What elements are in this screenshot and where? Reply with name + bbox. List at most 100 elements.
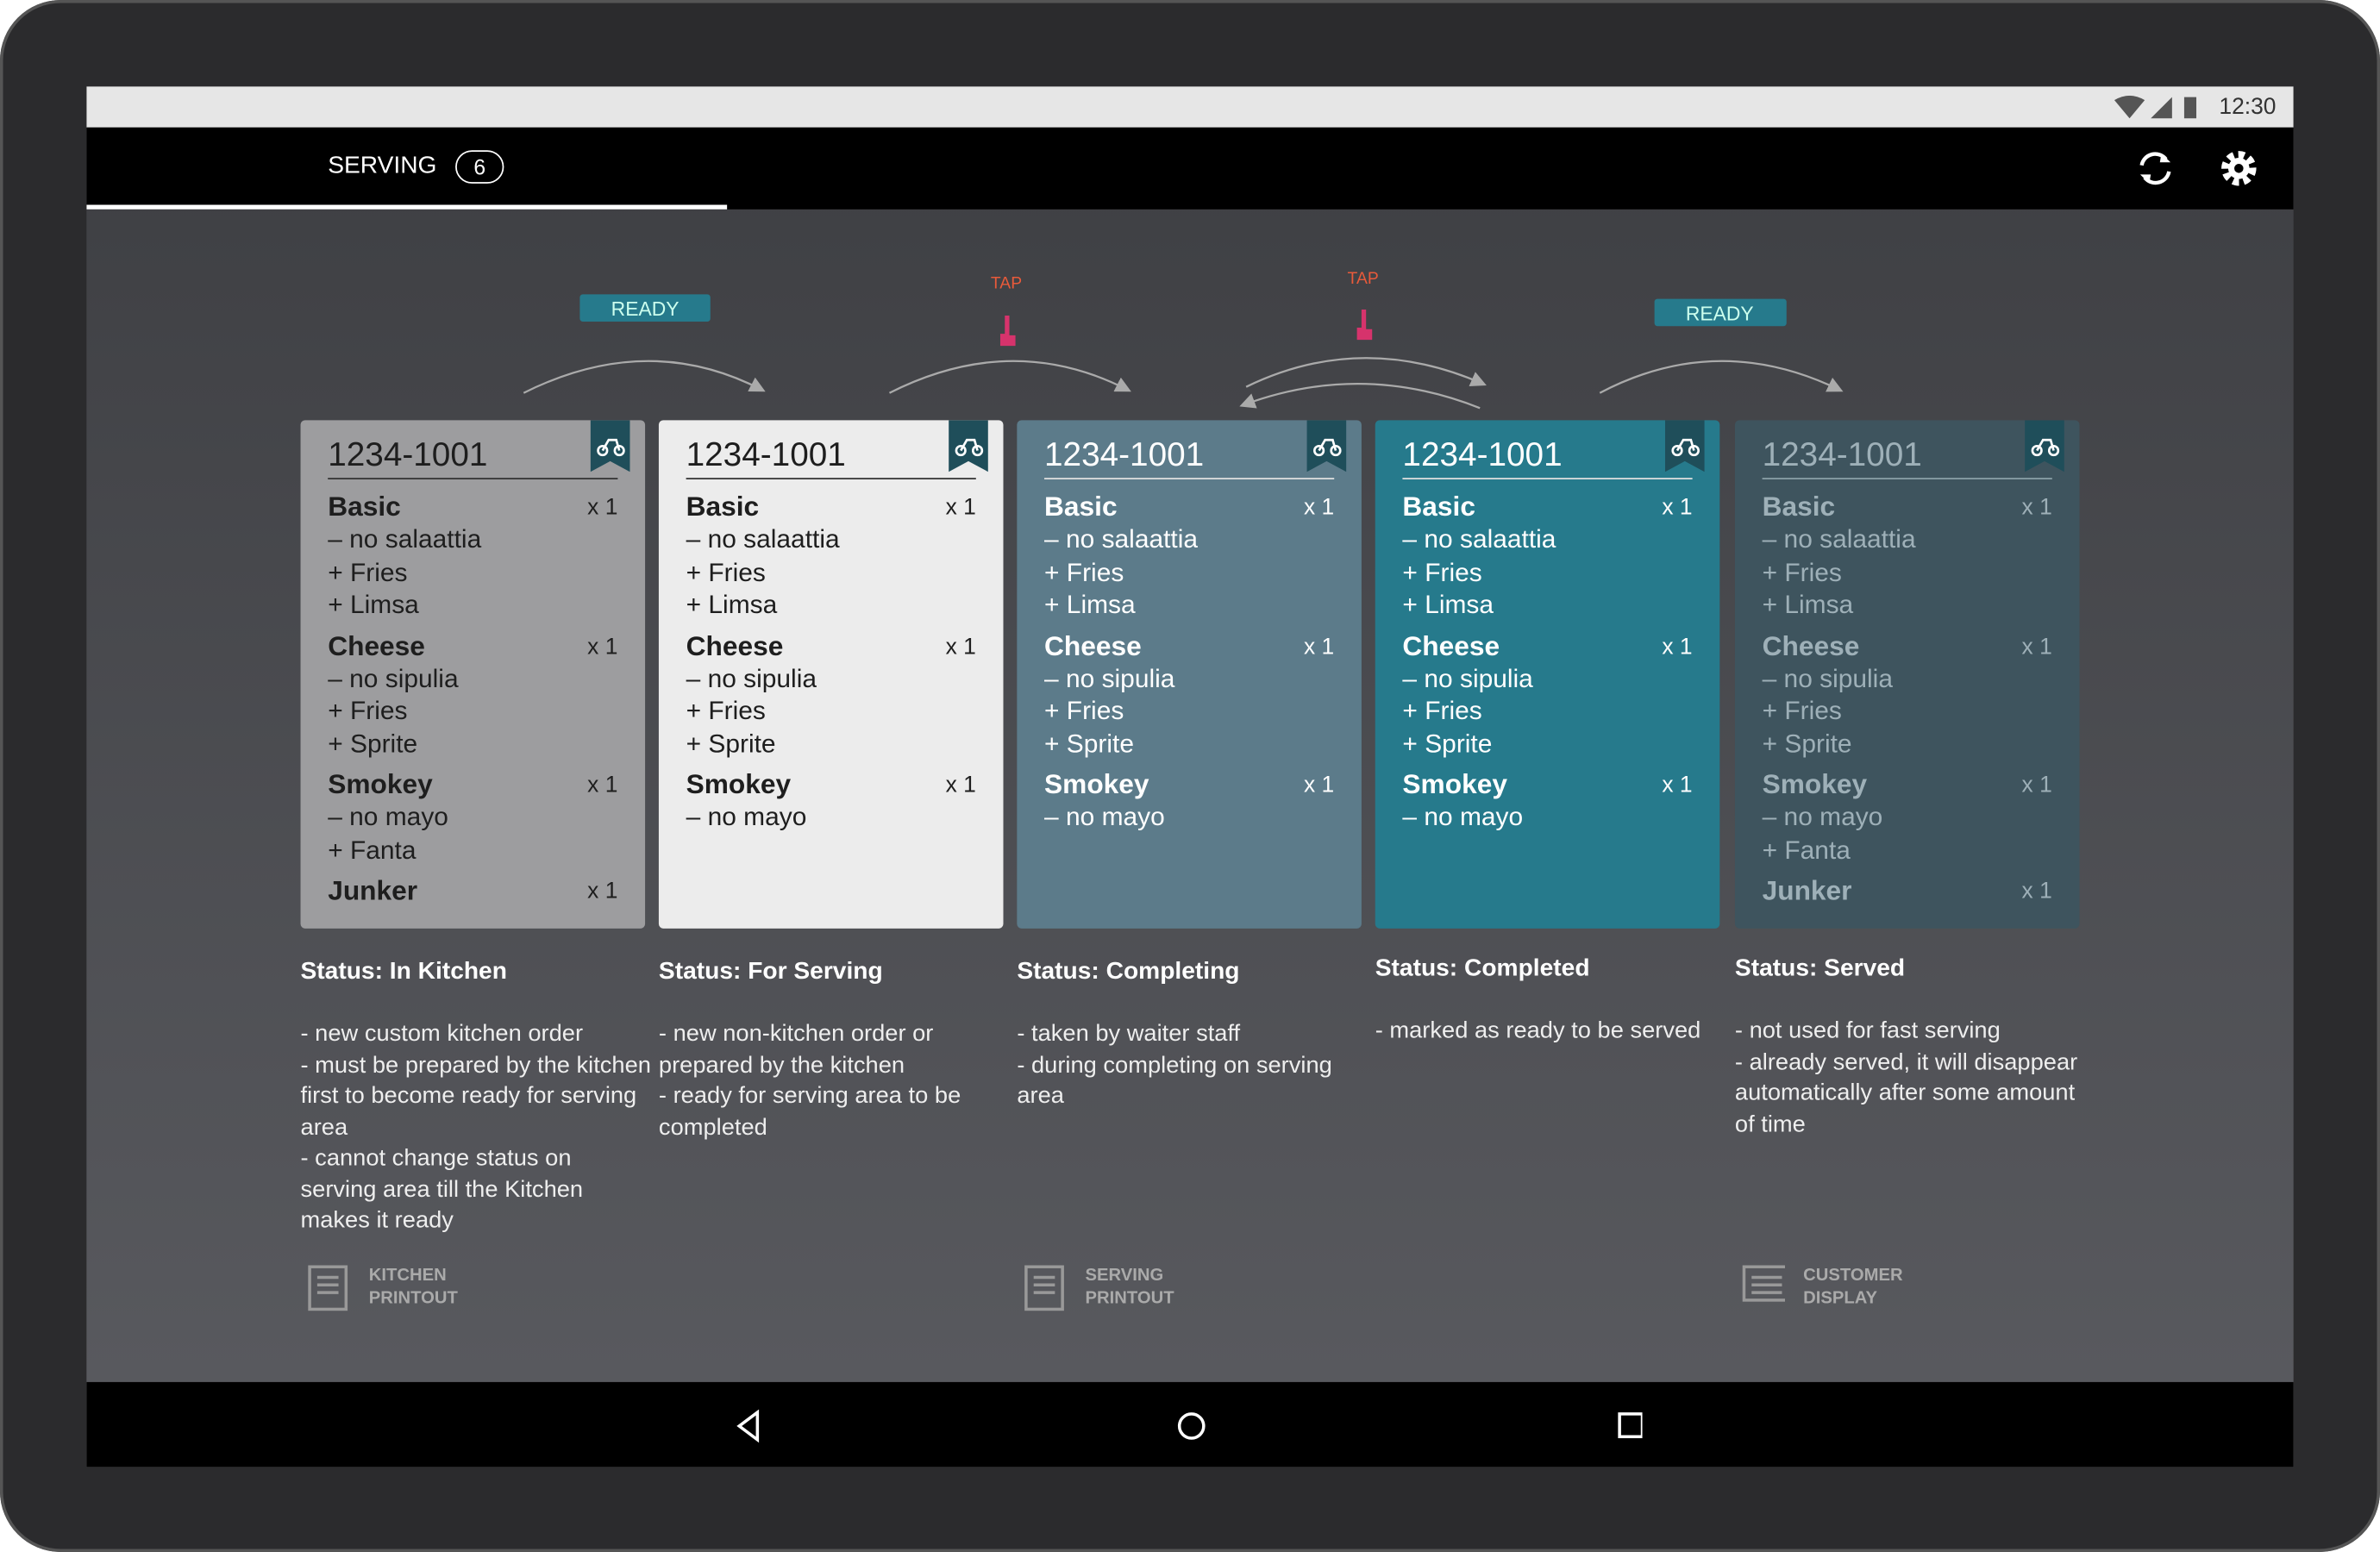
footer-icon: [1022, 1265, 1068, 1313]
item-modifier: + Limsa: [1762, 590, 1854, 619]
delivery-badge: [1306, 420, 1347, 472]
footer-label: KITCHEN PRINTOUT: [369, 1265, 458, 1311]
item-name: Smokey: [1762, 769, 1868, 800]
item-modifier: + Limsa: [686, 590, 778, 619]
status-title: Status: Completed: [1375, 955, 1590, 982]
divider: [1762, 478, 2052, 480]
item-modifier: – no salaattia: [1044, 524, 1199, 554]
item-row: Smokey x 1: [1402, 769, 1692, 801]
item-row: Basic x 1: [328, 491, 617, 523]
item-modifier: + Fries: [328, 696, 408, 726]
order-item: Cheese x 1 – no sipulia + Fries + Sprite: [1402, 630, 1692, 760]
order-items: Basic x 1– no salaattia + Fries + Limsa Chee…: [1763, 491, 2052, 917]
clock: 12:30: [2219, 94, 2277, 121]
order-card[interactable]: 1234-1001 Basic x 1– no salaattia + Fries + …: [1375, 420, 1720, 929]
item-qty: x 1: [945, 494, 976, 521]
description-line: - taken by waiter staff: [1017, 1021, 1241, 1048]
footer-line: SERVING: [1085, 1267, 1164, 1286]
item-modifier: + Limsa: [328, 590, 419, 619]
flow-label: READY: [611, 297, 680, 320]
item-modifier: – no mayo: [1044, 802, 1165, 832]
settings-button[interactable]: [2219, 148, 2258, 188]
divider: [686, 478, 976, 480]
order-id: 1234-1001: [328, 435, 488, 473]
item-modifier: + Limsa: [1402, 590, 1494, 619]
status-description: - taken by waiter staff - during completi…: [1017, 1019, 1368, 1112]
item-modifier: – no mayo: [328, 802, 448, 832]
divider: [328, 478, 618, 480]
item-modifier: – no salaattia: [1762, 524, 1916, 554]
order-items: Basic x 1– no salaattia + Fries + Limsa Chee…: [1044, 491, 1334, 842]
description-line: - marked as ready to be served: [1375, 1017, 1701, 1044]
footer-label: SERVING PRINTOUT: [1086, 1265, 1174, 1311]
item-row: Cheese x 1: [328, 630, 617, 662]
item-name: Smokey: [1044, 769, 1149, 800]
item-modifier: + Sprite: [1402, 729, 1493, 758]
order-item: Basic x 1 – no salaattia + Fries + Limsa: [686, 491, 976, 621]
item-modifier: + Fries: [1044, 557, 1124, 587]
item-qty: x 1: [2021, 494, 2052, 521]
item-modifier: + Fries: [1402, 696, 1482, 726]
item-row: Cheese x 1: [1402, 630, 1692, 662]
flow-label: READY: [1686, 302, 1754, 324]
item-row: Cheese x 1: [686, 630, 976, 662]
order-item: Cheese x 1 – no sipulia + Fries + Sprite: [1044, 630, 1334, 760]
status-description: - new non-kitchen order or prepared by t…: [659, 1019, 1011, 1143]
item-qty: x 1: [945, 633, 976, 660]
item-name: Junker: [328, 875, 418, 906]
status-description: - new custom kitchen order - must be prep…: [301, 1019, 653, 1236]
item-qty: x 1: [2021, 878, 2052, 904]
status-icons: [2114, 95, 2197, 119]
delivery-badge: [2025, 420, 2064, 472]
tab-count: 6: [455, 150, 504, 184]
order-card[interactable]: 1234-1001 Basic x 1– no salaattia + Fries + …: [300, 420, 646, 929]
order-id: 1234-1001: [1402, 435, 1563, 473]
footer-line: DISPLAY: [1803, 1289, 1878, 1308]
item-row: Smokey x 1: [328, 769, 617, 801]
item-row: Smokey x 1: [1763, 769, 2052, 801]
delivery-badge: [590, 420, 630, 472]
tab-serving[interactable]: SERVING: [328, 153, 437, 179]
status-title: Status: For Serving: [658, 959, 883, 985]
description-line: - cannot change status on serving area t…: [300, 1145, 584, 1234]
delivery-badge: [949, 420, 988, 472]
footer-line: PRINTOUT: [1085, 1289, 1174, 1308]
item-qty: x 1: [587, 633, 618, 660]
item-name: Cheese: [1044, 630, 1142, 661]
item-modifier: – no mayo: [1402, 802, 1524, 832]
item-qty: x 1: [587, 772, 618, 798]
item-name: Basic: [1402, 491, 1475, 523]
order-item: Junker x 1: [1763, 875, 2052, 907]
footer-line: CUSTOMER: [1803, 1267, 1903, 1286]
nav-buttons[interactable]: [731, 1406, 1643, 1446]
footer-line: KITCHEN: [368, 1267, 447, 1286]
item-modifier: + Fries: [686, 557, 766, 587]
item-name: Smokey: [328, 769, 433, 800]
order-card[interactable]: 1234-1001 Basic x 1– no salaattia + Fries + …: [658, 420, 1004, 929]
item-qty: x 1: [1662, 494, 1693, 521]
item-modifier: + Sprite: [686, 729, 776, 758]
footer-label: CUSTOMER DISPLAY: [1803, 1265, 1902, 1311]
item-qty: x 1: [1662, 772, 1693, 798]
order-card[interactable]: 1234-1001 Basic x 1– no salaattia + Fries + …: [1017, 420, 1362, 929]
refresh-button[interactable]: [2136, 148, 2176, 188]
item-modifier: + Fries: [328, 557, 408, 587]
item-name: Basic: [1762, 491, 1836, 523]
order-item: Smokey x 1 – no mayo: [1402, 769, 1692, 834]
order-id: 1234-1001: [1044, 435, 1205, 473]
item-row: Cheese x 1: [1763, 630, 2052, 662]
order-items: Basic x 1– no salaattia + Fries + Limsa Chee…: [1402, 491, 1692, 842]
order-item: Junker x 1: [328, 875, 617, 907]
flow-label: TAP: [1348, 269, 1379, 288]
item-qty: x 1: [2021, 772, 2052, 798]
item-row: Basic x 1: [1044, 491, 1334, 523]
item-qty: x 1: [1303, 772, 1335, 798]
delivery-badge: [1664, 420, 1705, 472]
item-modifier: – no sipulia: [1762, 663, 1893, 693]
order-card[interactable]: 1234-1001 Basic x 1– no salaattia + Fries + …: [1734, 420, 2080, 929]
tab-indicator: [86, 204, 728, 210]
item-modifier: + Fries: [686, 696, 766, 726]
status-bar: 12:30: [86, 86, 2294, 128]
status-title: Status: In Kitchen: [300, 959, 507, 985]
